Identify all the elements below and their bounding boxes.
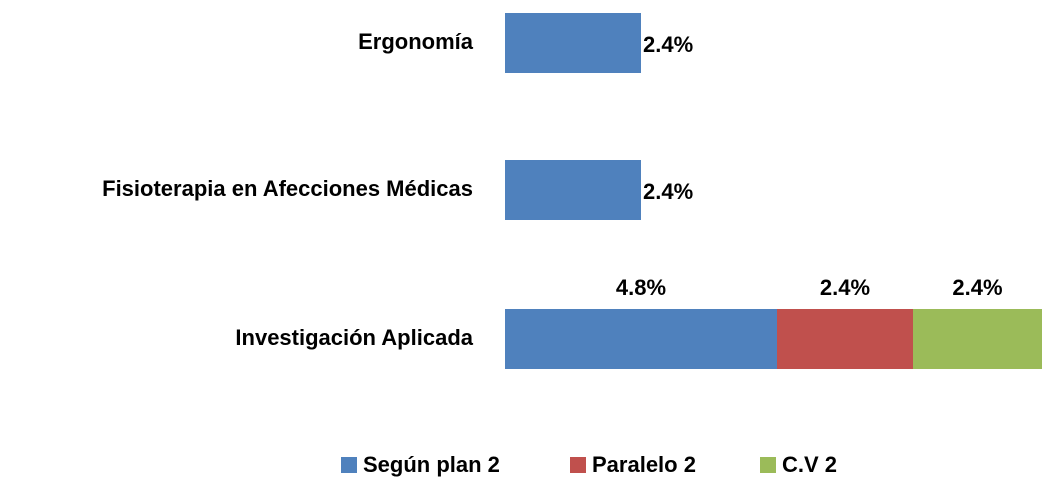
legend-label: C.V 2: [782, 452, 837, 477]
data-label: 2.4%: [643, 32, 693, 57]
bar: [505, 160, 641, 220]
bar: [505, 309, 777, 369]
legend-swatch: [570, 457, 586, 473]
data-label: 2.4%: [820, 275, 870, 300]
bar: [505, 13, 641, 73]
category-label: Investigación Aplicada: [235, 325, 473, 350]
legend-label: Según plan 2: [363, 452, 500, 477]
category-label: Fisioterapia en Afecciones Médicas: [102, 176, 473, 201]
bar: [777, 309, 913, 369]
legend-label: Paralelo 2: [592, 452, 696, 477]
bar: [913, 309, 1042, 369]
data-label: 4.8%: [616, 275, 666, 300]
data-label: 2.4%: [952, 275, 1002, 300]
category-label: Ergonomía: [358, 29, 474, 54]
legend-swatch: [341, 457, 357, 473]
legend-swatch: [760, 457, 776, 473]
data-label: 2.4%: [643, 179, 693, 204]
